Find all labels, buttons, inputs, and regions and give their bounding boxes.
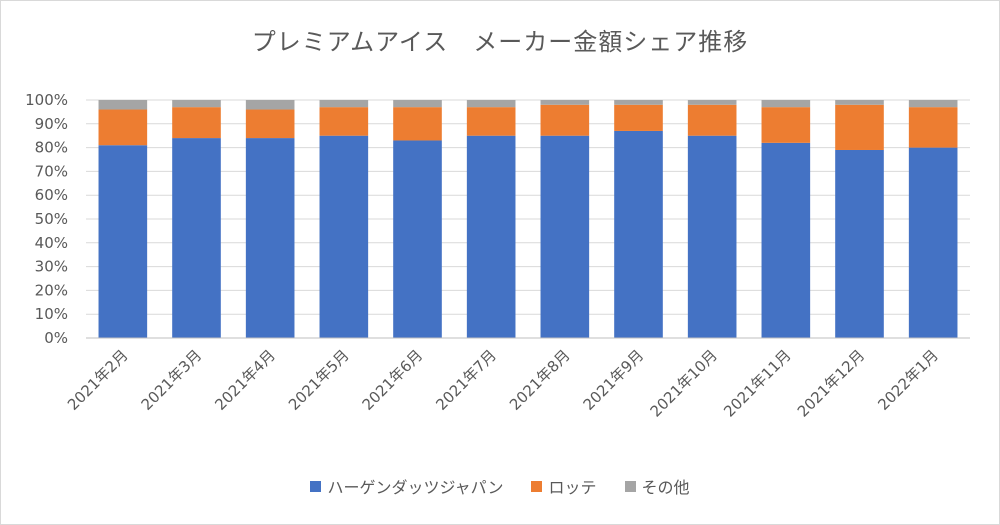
legend-label-other: その他 [641,478,690,497]
bar-segment-haagen-dazs [172,138,221,338]
x-tick-label: 2021年9月 [580,346,648,414]
x-tick-label: 2021年3月 [138,346,206,414]
legend-item-haagen-dazs: ハーゲンダッツジャパン [310,474,503,498]
bar-segment-haagen-dazs [245,138,295,338]
y-tick-label: 50% [35,210,68,228]
y-tick-label: 70% [35,162,68,180]
bar-segment-other [687,100,737,105]
x-tick-label: 2021年10月 [647,346,721,420]
bar-segment-other [466,100,516,108]
y-tick-label: 20% [35,281,68,299]
y-tick-label: 10% [35,305,68,323]
legend-item-lotte: ロッテ [531,474,597,498]
x-tick-label: 2021年5月 [285,346,353,414]
legend-swatch-other [624,480,636,492]
bar-segment-lotte [466,107,516,136]
bar-segment-other [614,100,663,105]
x-tick-label: 2021年8月 [506,346,574,414]
bar-segment-other [761,100,811,108]
x-tick-label: 2021年12月 [794,346,868,420]
bar-segment-haagen-dazs [687,135,737,338]
legend-swatch-haagen-dazs [310,480,322,492]
bar-segment-lotte [319,107,369,136]
bar-segment-haagen-dazs [540,135,590,338]
y-tick-label: 90% [35,115,68,133]
bar-segment-haagen-dazs [466,135,516,338]
bar-segment-lotte [98,109,148,146]
bar-segment-lotte [245,109,295,139]
legend-item-other: その他 [624,474,690,498]
bar-segment-lotte [614,104,663,131]
bar-segment-haagen-dazs [908,147,958,338]
bar-segment-haagen-dazs [614,130,663,338]
bar-segment-other [319,100,369,108]
bar-segment-haagen-dazs [393,140,442,338]
bar-segment-other [172,100,221,108]
bar-segment-haagen-dazs [319,135,369,338]
bar-segment-lotte [393,107,442,141]
y-tick-label: 100% [25,91,68,109]
bar-segment-lotte [687,104,737,136]
y-tick-label: 30% [35,258,68,276]
y-tick-label: 80% [35,139,68,157]
x-tick-label: 2021年6月 [359,346,427,414]
legend-label-haagen-dazs: ハーゲンダッツジャパン [327,478,504,497]
x-tick-label: 2021年7月 [432,346,500,414]
bar-segment-haagen-dazs [835,149,884,338]
bar-segment-other [908,100,958,108]
bar-segment-other [540,100,590,105]
x-tick-label: 2021年2月 [64,346,132,414]
bar-segment-lotte [761,107,811,143]
bar-segment-other [393,100,442,108]
bar-segment-lotte [172,107,221,139]
bar-segment-haagen-dazs [98,145,148,338]
y-tick-label: 40% [35,234,68,252]
x-tick-label: 2021年11月 [720,346,794,420]
legend-label-lotte: ロッテ [548,478,597,497]
x-tick-label: 2022年1月 [874,346,942,414]
legend: ハーゲンダッツジャパン ロッテ その他 [0,474,1000,498]
bar-segment-other [245,100,295,110]
y-tick-label: 0% [44,329,68,347]
legend-swatch-lotte [531,480,543,492]
bar-segment-lotte [540,104,590,136]
bar-segment-lotte [908,107,958,148]
bar-segment-other [835,100,884,105]
x-tick-label: 2021年4月 [211,346,279,414]
chart-title: プレミアムアイス メーカー金額シェア推移 [251,28,749,56]
bar-segment-lotte [835,104,884,150]
bar-segment-other [98,100,148,110]
y-tick-label: 60% [35,186,68,204]
bar-segment-haagen-dazs [761,142,811,338]
